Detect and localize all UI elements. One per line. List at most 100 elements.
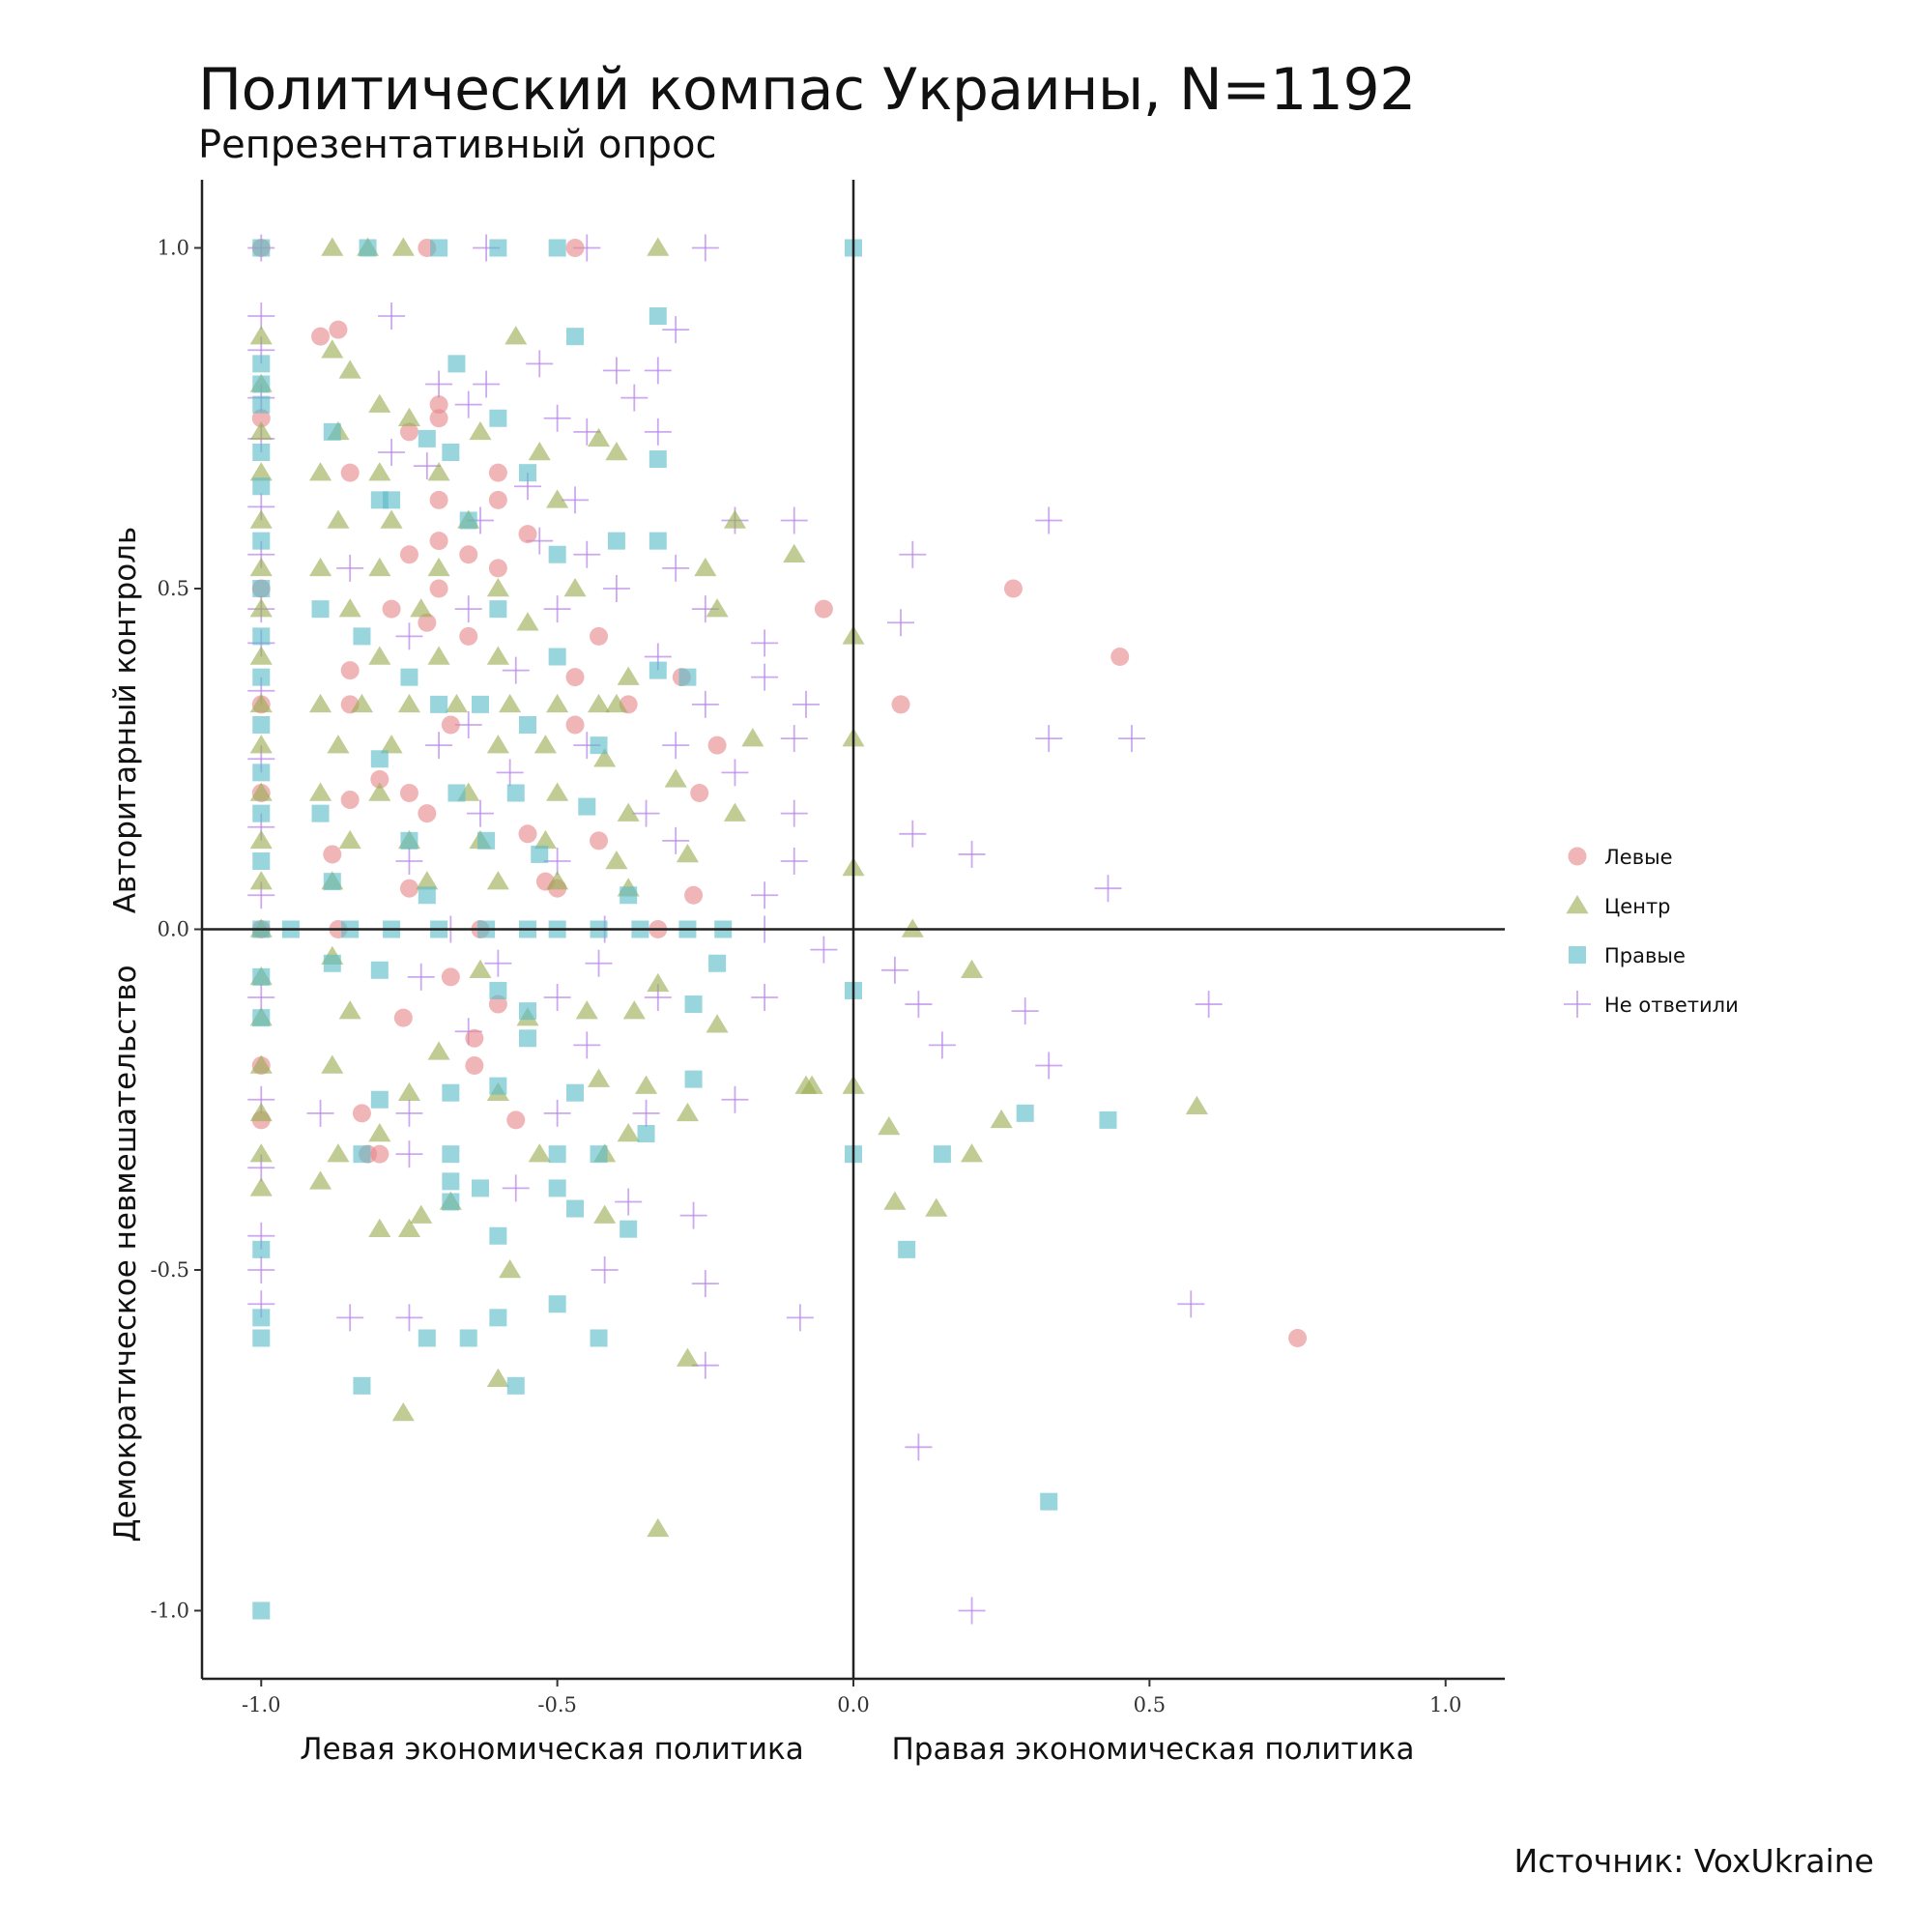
data-point (585, 949, 613, 977)
data-point (427, 557, 450, 577)
data-point (649, 661, 667, 679)
data-point (489, 1226, 507, 1245)
y-axis-label-top: Авторитарный контроль (108, 527, 143, 914)
data-point (418, 886, 436, 905)
data-point (905, 1433, 933, 1461)
data-point (399, 879, 418, 898)
data-point (321, 339, 344, 359)
data-point (395, 1140, 423, 1168)
data-point (605, 851, 628, 870)
data-point (252, 804, 271, 822)
data-point (249, 1177, 273, 1197)
data-point (644, 357, 672, 385)
data-point (311, 600, 330, 619)
data-point (249, 1102, 273, 1122)
data-point (252, 627, 271, 646)
data-point (546, 871, 569, 890)
data-point (359, 239, 377, 257)
data-point (252, 852, 271, 870)
data-point (368, 393, 391, 413)
data-point (252, 239, 271, 257)
data-point (252, 1601, 271, 1620)
data-point (368, 1218, 391, 1237)
data-point (353, 627, 371, 646)
data-point (340, 791, 360, 810)
data-point (617, 1123, 640, 1142)
data-point (465, 1028, 484, 1048)
data-point (566, 1083, 585, 1102)
data-point (336, 1304, 364, 1332)
data-point (252, 395, 271, 414)
data-point (899, 820, 927, 848)
data-point (327, 735, 350, 754)
data-point (395, 1099, 423, 1127)
data-point (531, 845, 549, 863)
data-point (1117, 725, 1145, 753)
data-point (486, 871, 509, 890)
data-point (469, 959, 492, 979)
data-point (459, 1329, 477, 1347)
data-point (958, 1597, 986, 1625)
data-point (323, 873, 341, 891)
data-point (430, 239, 448, 257)
data-point (397, 1218, 421, 1237)
data-point (518, 824, 537, 844)
data-point (429, 579, 448, 598)
y-tick-label: 0.5 (158, 577, 189, 600)
data-point (573, 418, 601, 446)
data-point (459, 626, 478, 646)
data-point (352, 1104, 371, 1123)
data-point (447, 355, 466, 373)
data-point (321, 1054, 344, 1074)
data-point (707, 735, 727, 755)
data-point (1016, 1104, 1034, 1122)
data-point (615, 1188, 643, 1216)
data-point (519, 464, 536, 482)
chart-subtitle: Репрезентативный опрос (198, 123, 717, 167)
data-point (905, 991, 933, 1019)
data-point (898, 1240, 916, 1258)
data-point (350, 693, 373, 713)
data-point (370, 961, 389, 979)
data-point (565, 668, 585, 687)
data-point (410, 1204, 433, 1224)
data-point (925, 1197, 948, 1217)
legend-key (1566, 895, 1589, 914)
data-point (395, 848, 423, 875)
data-point (383, 491, 401, 509)
data-point (336, 554, 364, 582)
data-point (338, 360, 361, 379)
data-point (252, 375, 271, 393)
data-point (395, 622, 423, 650)
data-point (933, 1145, 951, 1164)
data-point (380, 735, 403, 754)
data-point (691, 690, 719, 718)
data-point (1094, 875, 1122, 903)
data-point (676, 1347, 699, 1367)
data-point (471, 1179, 489, 1197)
data-point (489, 239, 507, 257)
data-point (679, 1201, 707, 1229)
data-point (783, 543, 806, 562)
data-point (477, 831, 496, 850)
data-point (249, 693, 273, 713)
data-point (368, 782, 391, 801)
data-point (506, 784, 525, 802)
data-point (323, 422, 341, 441)
data-point (565, 715, 585, 735)
data-point (1035, 1052, 1063, 1080)
data-point (1003, 579, 1023, 598)
data-point (484, 949, 512, 977)
data-point (649, 532, 667, 550)
x-axis-label-right: Правая экономическая политика (891, 1732, 1414, 1767)
data-point (395, 1304, 423, 1332)
data-point (565, 239, 585, 257)
data-point (427, 646, 450, 665)
data-point (786, 1304, 814, 1332)
data-point (247, 1256, 275, 1283)
data-point (928, 1031, 956, 1059)
data-point (249, 557, 273, 577)
legend-key (1569, 946, 1586, 964)
data-point (306, 1099, 334, 1127)
data-point (684, 885, 704, 905)
